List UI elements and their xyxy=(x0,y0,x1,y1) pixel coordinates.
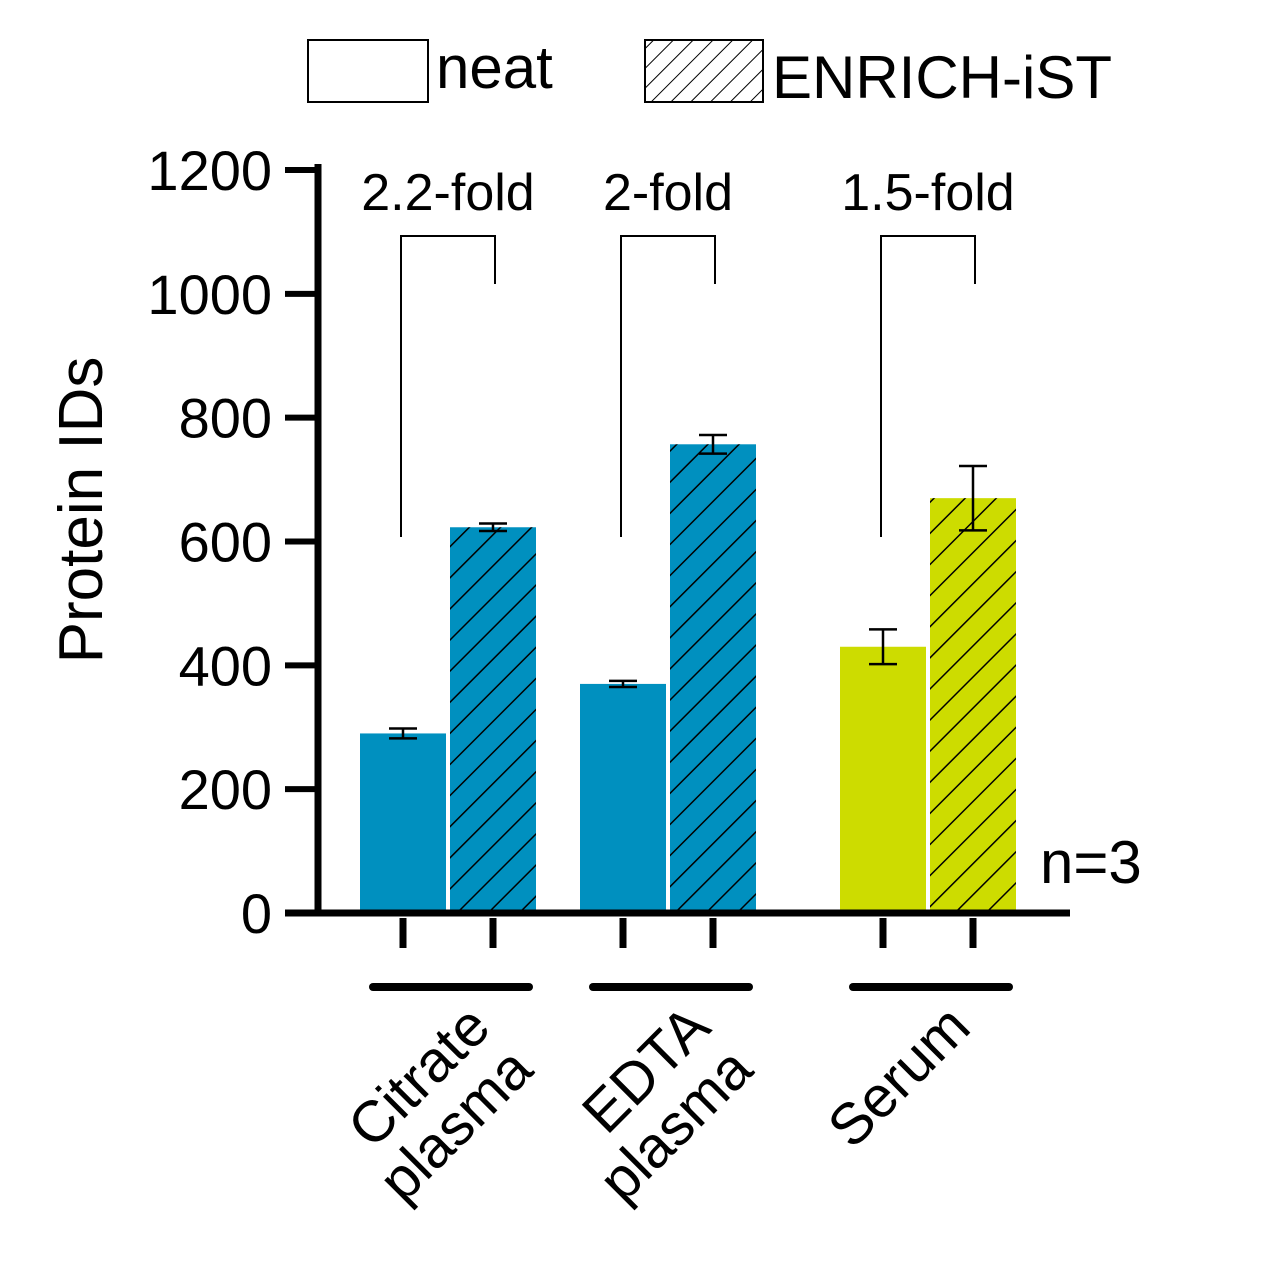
error-bar xyxy=(959,464,987,532)
legend-swatch-enrich xyxy=(644,39,764,103)
fold-bracket xyxy=(400,235,496,537)
legend: neat ENRICH-iST xyxy=(307,34,1112,111)
y-tick-label: 0 xyxy=(241,882,272,945)
category-label: Citrateplasma xyxy=(324,993,545,1214)
error-bar xyxy=(389,727,417,740)
legend-label-neat: neat xyxy=(436,34,553,101)
y-axis-label: Protein IDs xyxy=(47,357,116,664)
y-tick-label: 400 xyxy=(179,634,272,697)
fold-bracket xyxy=(620,235,716,537)
y-tick-label: 200 xyxy=(179,758,272,821)
y-axis: 0 200 400 600 800 1000 1200 xyxy=(147,139,322,945)
fold-label: 2-fold xyxy=(603,164,733,222)
error-bar xyxy=(479,522,507,533)
y-tick-label: 1200 xyxy=(147,139,272,202)
error-bar xyxy=(869,628,897,666)
bar-hatch-2 xyxy=(930,498,1016,913)
bars xyxy=(360,433,1016,991)
legend-label-enrich: ENRICH-iST xyxy=(772,44,1112,111)
error-bar xyxy=(699,433,727,455)
legend-swatch-neat xyxy=(307,39,429,103)
fold-annotations: 2.2-fold 2-fold 1.5-fold xyxy=(361,164,1015,537)
bar-hatch-0 xyxy=(450,527,536,913)
fold-bracket xyxy=(880,235,976,537)
category-label: Serum xyxy=(815,993,982,1160)
bar-neat-1 xyxy=(580,683,666,913)
bar-neat-0 xyxy=(360,733,446,913)
sample-size-note: n=3 xyxy=(1040,829,1142,896)
category-labels: Citrateplasma EDTAplasma Serum xyxy=(324,993,982,1214)
bar-hatch-1 xyxy=(670,444,756,913)
error-bar xyxy=(609,679,637,689)
fold-label: 1.5-fold xyxy=(841,164,1014,222)
category-label: EDTAplasma xyxy=(544,993,765,1214)
fold-label: 2.2-fold xyxy=(361,164,534,222)
bar-neat-2 xyxy=(840,646,926,913)
y-tick-label: 600 xyxy=(179,511,272,574)
y-tick-label: 800 xyxy=(179,387,272,450)
y-tick-label: 1000 xyxy=(147,263,272,326)
